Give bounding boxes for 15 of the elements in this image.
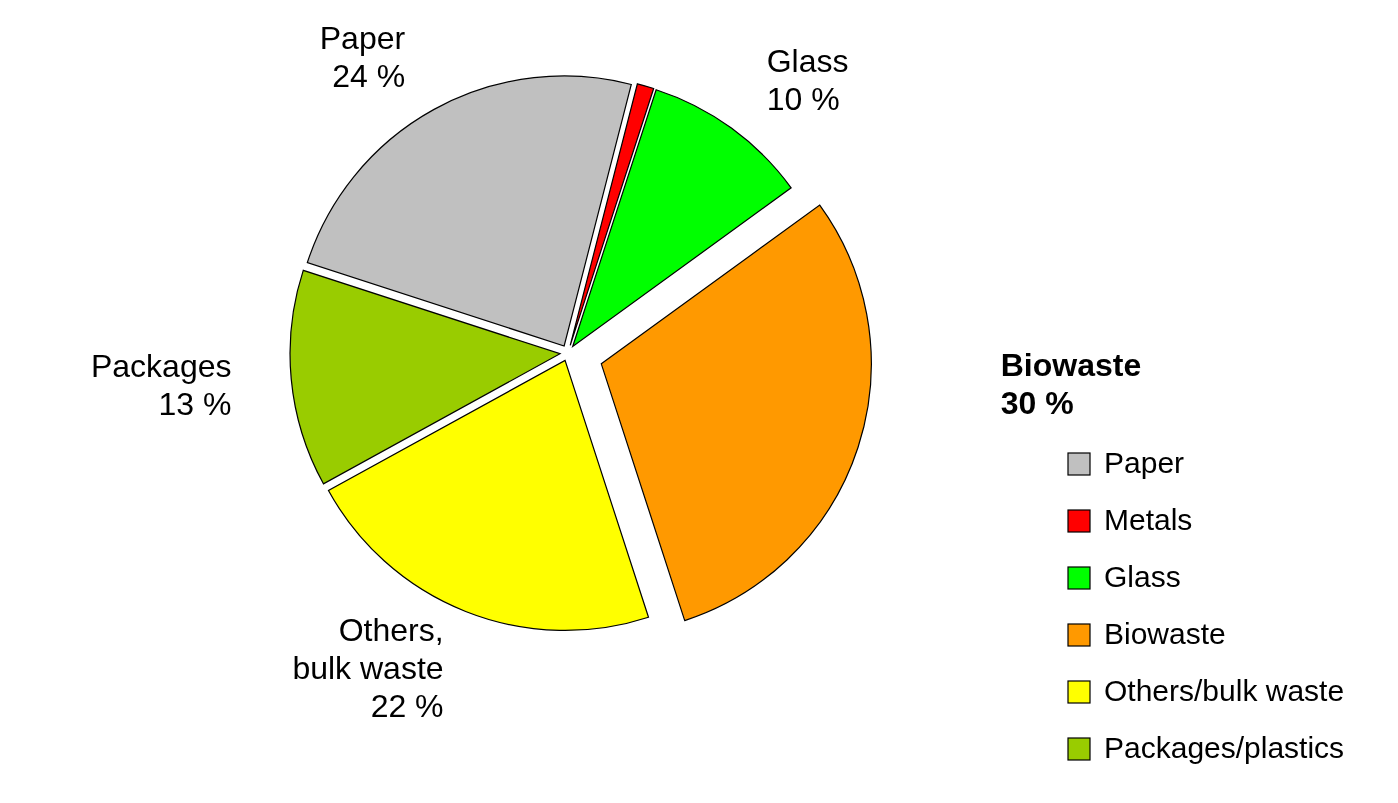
data-label: Others, bulk waste 22 %	[292, 612, 444, 725]
legend-entry: Paper	[1067, 446, 1185, 479]
legend-label: Glass	[1104, 560, 1181, 593]
legend-entry: Packages/plastics	[1067, 731, 1345, 764]
legend-entry: Glass	[1067, 560, 1181, 593]
legend-label: Metals	[1104, 503, 1193, 536]
data-label: Paper 24 %	[319, 19, 406, 94]
legend-label: Paper	[1104, 446, 1185, 479]
legend-label: Biowaste	[1104, 617, 1226, 650]
data-label: Glass 10 %	[766, 42, 849, 117]
legend-entry: Others/bulk waste	[1067, 674, 1345, 707]
legend-entry: Biowaste	[1067, 617, 1226, 650]
legend-entry: Metals	[1067, 503, 1193, 536]
data-label: Biowaste 30 %	[1000, 346, 1142, 421]
data-label: Packages 13 %	[90, 347, 232, 422]
